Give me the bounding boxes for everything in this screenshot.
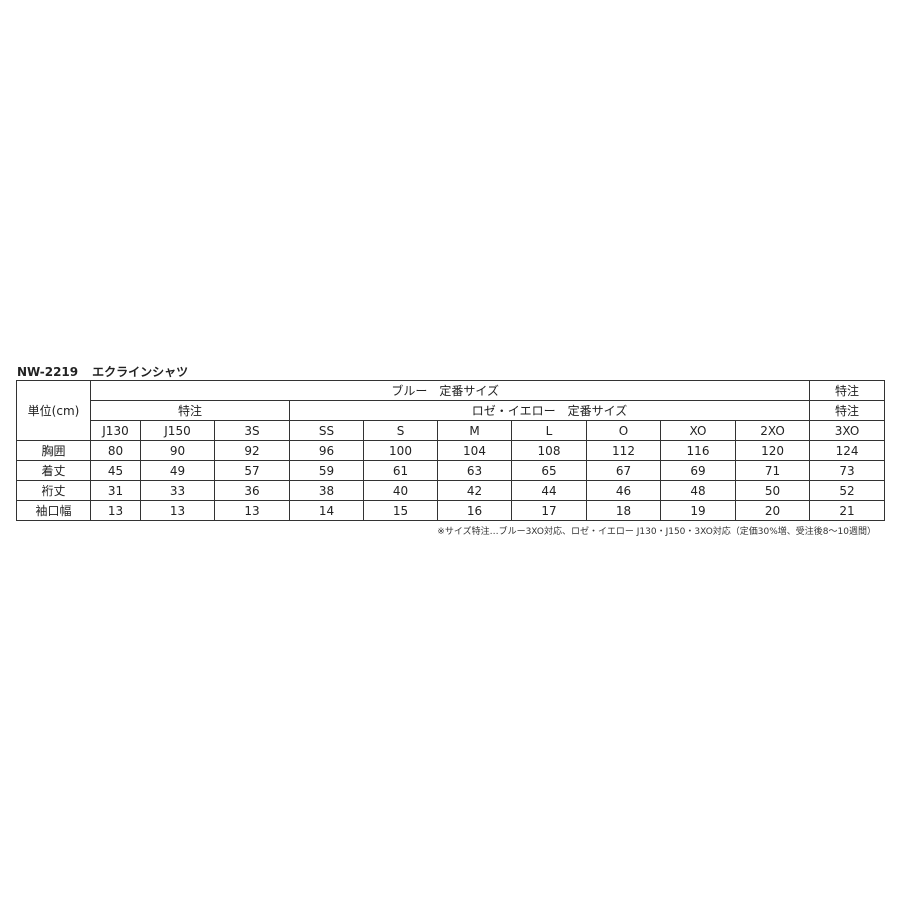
measurement-cell: 21 [809, 500, 886, 521]
rose-yellow-standard-header: ロゼ・イエロー 定番サイズ [288, 400, 811, 421]
measurement-cell: 63 [437, 460, 512, 481]
size-header: 3XO [809, 420, 886, 441]
row-label: 裄丈 [16, 480, 91, 501]
product-name: エクラインシャツ [92, 365, 189, 379]
measurement-cell: 38 [289, 480, 364, 501]
row-label: 胸囲 [16, 440, 91, 461]
measurement-cell: 124 [809, 440, 886, 461]
measurement-cell: 49 [140, 460, 215, 481]
measurement-cell: 13 [140, 500, 215, 521]
row-label: 袖口幅 [16, 500, 91, 521]
special-right-header: 特注 [809, 400, 886, 421]
measurement-cell: 71 [734, 460, 811, 481]
unit-label: 単位(cm) [16, 380, 91, 441]
measurement-cell: 108 [511, 440, 587, 461]
table-row: 着丈 45 49 57 59 61 63 65 67 69 71 73 [16, 460, 886, 481]
measurement-cell: 13 [90, 500, 141, 521]
measurement-cell: 48 [660, 480, 736, 501]
size-table: 単位(cm) ブルー 定番サイズ 特注 特注 ロゼ・イエロー 定番サイズ 特注 … [16, 380, 886, 521]
measurement-cell: 80 [90, 440, 141, 461]
measurement-cell: 96 [289, 440, 364, 461]
table-row: 胸囲 80 90 92 96 100 104 108 112 116 120 124 [16, 440, 886, 461]
measurement-cell: 31 [90, 480, 141, 501]
blue-standard-header: ブルー 定番サイズ [89, 380, 811, 401]
size-header: O [586, 420, 661, 441]
product-code: NW-2219 [17, 365, 79, 379]
measurement-cell: 92 [214, 440, 290, 461]
measurement-cell: 18 [586, 500, 661, 521]
measurement-cell: 19 [660, 500, 736, 521]
measurement-cell: 59 [289, 460, 364, 481]
measurement-cell: 100 [363, 440, 438, 461]
product-title: NW-2219 エクラインシャツ [17, 363, 202, 380]
measurement-cell: 46 [586, 480, 661, 501]
measurement-cell: 20 [734, 500, 811, 521]
size-header: J130 [90, 420, 141, 441]
size-header: 2XO [734, 420, 811, 441]
measurement-cell: 16 [437, 500, 512, 521]
measurement-cell: 13 [214, 500, 290, 521]
measurement-cell: 116 [660, 440, 736, 461]
measurement-cell: 120 [734, 440, 811, 461]
measurement-cell: 112 [586, 440, 661, 461]
measurement-cell: 40 [363, 480, 438, 501]
size-header: 3S [214, 420, 290, 441]
measurement-cell: 61 [363, 460, 438, 481]
size-header: L [511, 420, 587, 441]
size-header: S [363, 420, 438, 441]
measurement-cell: 15 [363, 500, 438, 521]
measurement-cell: 104 [437, 440, 512, 461]
measurement-cell: 73 [809, 460, 886, 481]
measurement-cell: 36 [214, 480, 290, 501]
row-label: 着丈 [16, 460, 91, 481]
measurement-cell: 14 [289, 500, 364, 521]
measurement-cell: 17 [511, 500, 587, 521]
size-header: SS [289, 420, 364, 441]
measurement-cell: 65 [511, 460, 587, 481]
measurement-cell: 33 [140, 480, 215, 501]
measurement-cell: 42 [437, 480, 512, 501]
footnote: ※サイズ特注…ブルー3XO対応、ロゼ・イエロー J130・J150・3XO対応（… [437, 527, 876, 537]
measurement-cell: 52 [809, 480, 886, 501]
measurement-cell: 45 [90, 460, 141, 481]
special-left-header: 特注 [90, 400, 290, 421]
size-header: M [437, 420, 512, 441]
measurement-cell: 44 [511, 480, 587, 501]
measurement-cell: 50 [734, 480, 811, 501]
size-header: J150 [140, 420, 215, 441]
table-row: 裄丈 31 33 36 38 40 42 44 46 48 50 52 [16, 480, 886, 501]
measurement-cell: 90 [140, 440, 215, 461]
measurement-cell: 67 [586, 460, 661, 481]
measurement-cell: 69 [660, 460, 736, 481]
size-header: XO [660, 420, 736, 441]
table-row: 袖口幅 13 13 13 14 15 16 17 18 19 20 21 [16, 500, 886, 521]
measurement-cell: 57 [214, 460, 290, 481]
special-header: 特注 [809, 380, 886, 401]
